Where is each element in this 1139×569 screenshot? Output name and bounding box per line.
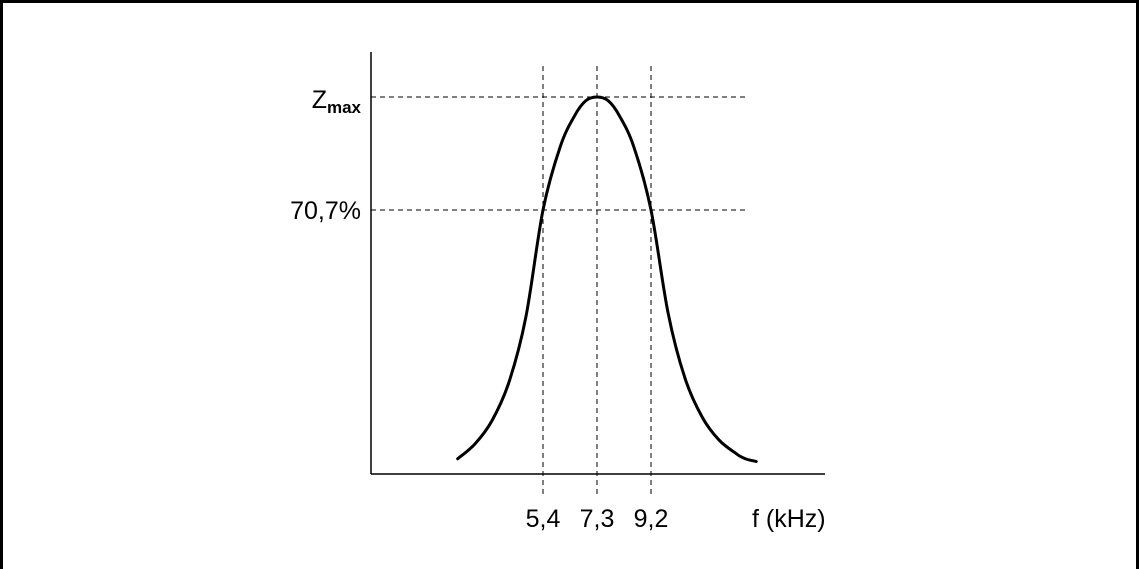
x-tick-label: 7,3 [580, 505, 615, 533]
y-tick-label-zmax: Zmax [312, 86, 362, 117]
guide-lines [371, 66, 748, 497]
y-tick-label: 70,7% [290, 197, 361, 225]
x-tick-labels: 5,4 7,3 9,2 [526, 505, 669, 533]
x-tick-label: 5,4 [526, 505, 561, 533]
resonance-curve [456, 95, 758, 463]
y-tick-labels: Zmax 70,7% [290, 86, 361, 225]
x-tick-label: 9,2 [634, 505, 669, 533]
x-axis-label: f (kHz) [752, 505, 826, 533]
